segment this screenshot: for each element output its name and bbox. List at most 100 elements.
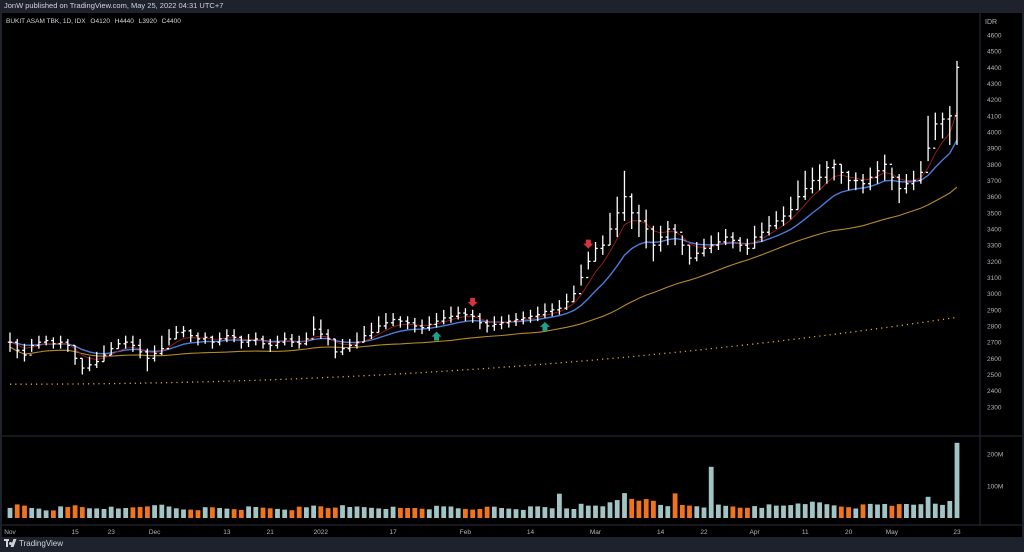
stock-chart[interactable]: 2300 2400 2500 2600 2700 2800 2900 3000 3100 3200… xyxy=(2,13,1022,537)
volume-bar xyxy=(629,498,635,518)
price-tick-label: 2300 xyxy=(987,404,1002,411)
legend-low-label: L xyxy=(139,18,143,25)
volume-bar xyxy=(484,506,490,518)
volume-bar xyxy=(708,466,714,518)
time-tick-label: 17 xyxy=(389,529,397,536)
volume-bar xyxy=(860,504,866,518)
volume-bar xyxy=(694,506,700,518)
time-tick-label: Nov xyxy=(4,529,16,536)
price-tick-label: 3200 xyxy=(987,259,1002,266)
volume-bar xyxy=(932,503,938,518)
volume-bar xyxy=(520,509,526,518)
volume-bar xyxy=(745,507,750,518)
volume-bar xyxy=(369,507,374,518)
time-tick-label: 13 xyxy=(223,529,231,536)
ma-200-dotted xyxy=(10,316,958,385)
volume-bar xyxy=(810,501,815,518)
buy-arrow-icon xyxy=(431,331,442,341)
volume-bar xyxy=(853,508,859,518)
price-tick-label: 3700 xyxy=(987,178,1002,185)
volume-bar xyxy=(354,506,360,518)
time-tick-label: 22 xyxy=(700,529,708,536)
volume-bar xyxy=(463,508,468,518)
time-tick-label: 23 xyxy=(108,529,116,536)
volume-bar xyxy=(405,508,410,518)
volume-bar xyxy=(679,505,685,518)
price-tick-label: 4600 xyxy=(987,33,1002,40)
volume-bar xyxy=(224,508,230,518)
svg-text:BUKIT ASAM TBK, 1D, IDX: BUKIT ASAM TBK, 1D, IDX O4120 H4440 L392… xyxy=(6,18,181,25)
volume-bar xyxy=(159,504,165,518)
price-tick-label: 4100 xyxy=(987,113,1002,120)
legend-close: 4400 xyxy=(166,18,181,25)
volume-bar xyxy=(390,506,396,518)
volume-bar xyxy=(108,506,114,518)
volume-bar xyxy=(87,508,92,518)
volume-bar xyxy=(911,504,916,518)
volume-bar xyxy=(123,508,129,518)
time-tick-label: 20 xyxy=(845,529,853,536)
chart-area[interactable]: 2300 2400 2500 2600 2700 2800 2900 3000 3100 3200… xyxy=(2,13,1022,537)
volume-bar xyxy=(332,507,338,518)
tradingview-logo-icon xyxy=(4,539,17,548)
volume-bar xyxy=(665,506,671,518)
volume-bar xyxy=(636,500,642,518)
volume-bar xyxy=(14,504,20,518)
volume-bar xyxy=(58,506,63,518)
volume-bar xyxy=(506,508,512,518)
legend-close-label: C xyxy=(162,18,167,25)
volume-bar xyxy=(426,509,432,518)
signal-arrows xyxy=(431,239,594,341)
volume-bar xyxy=(188,509,194,518)
volume-bar xyxy=(824,504,830,518)
volume-bar xyxy=(904,504,909,518)
price-tick-label: 4300 xyxy=(987,81,1002,88)
volume-bar xyxy=(29,508,35,518)
price-tick-label: 3400 xyxy=(987,227,1002,234)
volume-bar xyxy=(7,507,13,518)
volume-bar xyxy=(752,506,757,518)
volume-bar xyxy=(730,506,736,518)
ohlc-bars xyxy=(7,60,960,375)
volume-bar xyxy=(925,496,931,518)
price-axis[interactable]: 2300 2400 2500 2600 2700 2800 2900 3000 3100 3200… xyxy=(987,33,1002,412)
volume-bar xyxy=(36,508,42,518)
volume-bar xyxy=(607,502,613,518)
price-tick-label: 4000 xyxy=(987,130,1002,137)
volume-bar xyxy=(289,510,295,518)
volume-bar xyxy=(275,508,280,518)
tradingview-logo[interactable]: TradingView xyxy=(4,539,63,548)
volume-bar xyxy=(470,509,476,518)
volume-bar xyxy=(788,505,794,518)
volume-bar xyxy=(145,506,150,518)
published-info: JonW published on TradingView.com, May 2… xyxy=(4,1,224,10)
ema-red-line xyxy=(9,111,958,360)
volume-bar xyxy=(817,502,822,518)
price-tick-label: 2600 xyxy=(987,356,1002,363)
sell-arrow-icon xyxy=(467,297,478,307)
tradingview-logo-text: TradingView xyxy=(19,539,64,548)
volume-bar xyxy=(535,506,541,518)
volume-bar xyxy=(217,508,222,518)
volume-bar xyxy=(441,506,447,518)
time-axis[interactable]: Nov 15 23 Dec 13 21 2022 17 Feb 14 Mar 14 22 Apr 11 20 M… xyxy=(4,529,961,536)
volume-bar xyxy=(867,503,873,518)
volume-bar xyxy=(260,507,266,518)
volume-axis: 100M 200M xyxy=(987,452,1003,491)
volume-bar xyxy=(347,507,353,518)
volume-bar xyxy=(781,505,786,518)
volume-bar xyxy=(687,505,692,518)
volume-bar xyxy=(455,508,461,518)
volume-bar xyxy=(477,509,483,518)
time-tick-label: 2022 xyxy=(314,529,329,536)
volume-bar xyxy=(542,507,548,518)
volume-bar xyxy=(600,506,606,518)
volume-bar xyxy=(723,505,729,518)
volume-bar xyxy=(22,505,27,518)
price-tick-label: 3000 xyxy=(987,291,1002,298)
price-tick-label: 2900 xyxy=(987,307,1002,314)
gridlines xyxy=(2,13,1022,526)
volume-bar xyxy=(701,507,707,518)
time-tick-label: Dec xyxy=(149,529,161,536)
price-tick-label: 2800 xyxy=(987,324,1002,331)
